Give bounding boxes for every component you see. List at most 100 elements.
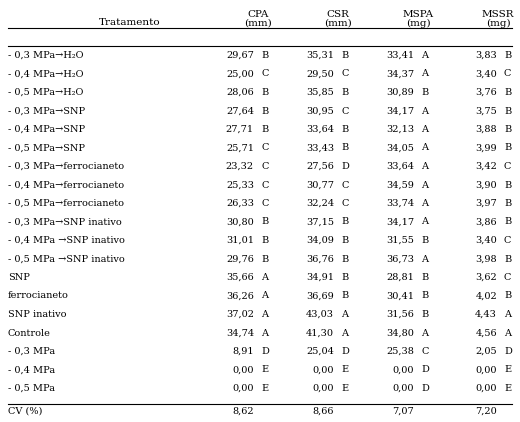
Text: - 0,4 MPa→SNP: - 0,4 MPa→SNP — [8, 125, 85, 134]
Text: C: C — [504, 162, 511, 171]
Text: - 0,5 MPa→ferrocianeto: - 0,5 MPa→ferrocianeto — [8, 199, 124, 208]
Text: - 0,3 MPa→SNP inativo: - 0,3 MPa→SNP inativo — [8, 217, 122, 227]
Text: 35,66: 35,66 — [226, 273, 254, 282]
Text: (mm): (mm) — [324, 19, 352, 28]
Text: 3,42: 3,42 — [475, 162, 497, 171]
Text: 33,74: 33,74 — [386, 199, 414, 208]
Text: 30,89: 30,89 — [386, 88, 414, 97]
Text: 23,32: 23,32 — [226, 162, 254, 171]
Text: 2,05: 2,05 — [475, 347, 497, 356]
Text: B: B — [341, 292, 348, 300]
Text: D: D — [504, 347, 512, 356]
Text: 3,40: 3,40 — [475, 236, 497, 245]
Text: B: B — [341, 143, 348, 152]
Text: A: A — [504, 328, 511, 338]
Text: 31,01: 31,01 — [226, 236, 254, 245]
Text: C: C — [261, 162, 268, 171]
Text: C: C — [261, 143, 268, 152]
Text: C: C — [504, 236, 511, 245]
Text: - 0,3 MPa: - 0,3 MPa — [8, 347, 55, 356]
Text: ferrocianeto: ferrocianeto — [8, 292, 69, 300]
Text: 0,00: 0,00 — [313, 365, 334, 374]
Text: A: A — [421, 125, 428, 134]
Text: 41,30: 41,30 — [306, 328, 334, 338]
Text: 3,86: 3,86 — [475, 217, 497, 227]
Text: 37,15: 37,15 — [306, 217, 334, 227]
Text: SNP: SNP — [8, 273, 30, 282]
Text: A: A — [421, 199, 428, 208]
Text: 37,02: 37,02 — [226, 310, 254, 319]
Text: 34,91: 34,91 — [306, 273, 334, 282]
Text: B: B — [504, 143, 511, 152]
Text: C: C — [504, 273, 511, 282]
Text: 4,56: 4,56 — [475, 328, 497, 338]
Text: 4,02: 4,02 — [475, 292, 497, 300]
Text: B: B — [341, 236, 348, 245]
Text: 3,40: 3,40 — [475, 70, 497, 78]
Text: C: C — [341, 70, 348, 78]
Text: Tratamento: Tratamento — [99, 18, 161, 27]
Text: 3,83: 3,83 — [475, 51, 497, 60]
Text: B: B — [341, 273, 348, 282]
Text: Controle: Controle — [8, 328, 51, 338]
Text: 25,04: 25,04 — [306, 347, 334, 356]
Text: 29,76: 29,76 — [226, 254, 254, 263]
Text: B: B — [504, 254, 511, 263]
Text: 35,31: 35,31 — [306, 51, 334, 60]
Text: C: C — [341, 181, 348, 189]
Text: B: B — [341, 254, 348, 263]
Text: 34,17: 34,17 — [386, 217, 414, 227]
Text: 34,17: 34,17 — [386, 106, 414, 116]
Text: 36,26: 36,26 — [226, 292, 254, 300]
Text: 34,05: 34,05 — [386, 143, 414, 152]
Text: - 0,4 MPa: - 0,4 MPa — [8, 365, 55, 374]
Text: 36,69: 36,69 — [306, 292, 334, 300]
Text: B: B — [261, 236, 268, 245]
Text: D: D — [421, 384, 429, 393]
Text: 30,41: 30,41 — [386, 292, 414, 300]
Text: 25,00: 25,00 — [226, 70, 254, 78]
Text: E: E — [504, 384, 511, 393]
Text: C: C — [341, 199, 348, 208]
Text: A: A — [261, 328, 268, 338]
Text: 3,62: 3,62 — [475, 273, 497, 282]
Text: 4,43: 4,43 — [475, 310, 497, 319]
Text: A: A — [261, 310, 268, 319]
Text: B: B — [504, 106, 511, 116]
Text: 30,95: 30,95 — [306, 106, 334, 116]
Text: A: A — [341, 328, 348, 338]
Text: A: A — [421, 217, 428, 227]
Text: 32,13: 32,13 — [386, 125, 414, 134]
Text: 34,37: 34,37 — [386, 70, 414, 78]
Text: B: B — [504, 292, 511, 300]
Text: A: A — [261, 273, 268, 282]
Text: C: C — [261, 181, 268, 189]
Text: B: B — [421, 236, 428, 245]
Text: B: B — [341, 125, 348, 134]
Text: B: B — [504, 199, 511, 208]
Text: SNP inativo: SNP inativo — [8, 310, 67, 319]
Text: CPA: CPA — [248, 10, 269, 19]
Text: A: A — [341, 310, 348, 319]
Text: B: B — [504, 51, 511, 60]
Text: D: D — [421, 365, 429, 374]
Text: B: B — [504, 217, 511, 227]
Text: 7,20: 7,20 — [475, 406, 497, 416]
Text: C: C — [341, 106, 348, 116]
Text: 33,64: 33,64 — [386, 162, 414, 171]
Text: A: A — [421, 162, 428, 171]
Text: 36,73: 36,73 — [386, 254, 414, 263]
Text: 26,33: 26,33 — [226, 199, 254, 208]
Text: (mg): (mg) — [406, 19, 431, 28]
Text: - 0,3 MPa→H₂O: - 0,3 MPa→H₂O — [8, 51, 84, 60]
Text: B: B — [421, 88, 428, 97]
Text: A: A — [261, 292, 268, 300]
Text: B: B — [421, 292, 428, 300]
Text: 8,62: 8,62 — [232, 406, 254, 416]
Text: 27,56: 27,56 — [306, 162, 334, 171]
Text: 0,00: 0,00 — [232, 384, 254, 393]
Text: 25,33: 25,33 — [226, 181, 254, 189]
Text: B: B — [421, 273, 428, 282]
Text: E: E — [341, 384, 348, 393]
Text: 0,00: 0,00 — [393, 384, 414, 393]
